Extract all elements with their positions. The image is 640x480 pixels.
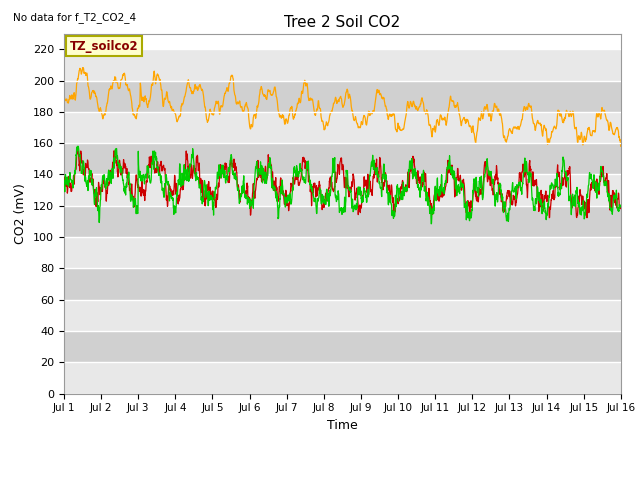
- Text: TZ_soilco2: TZ_soilco2: [70, 40, 138, 53]
- Y-axis label: CO2 (mV): CO2 (mV): [15, 183, 28, 244]
- Bar: [64, 49, 621, 81]
- X-axis label: Time: Time: [327, 419, 358, 432]
- Bar: [64, 112, 621, 143]
- Bar: [64, 362, 621, 394]
- Bar: [64, 206, 621, 237]
- Bar: [64, 268, 621, 300]
- Bar: [64, 81, 621, 112]
- Bar: [64, 331, 621, 362]
- Text: No data for f_T2_CO2_4: No data for f_T2_CO2_4: [13, 12, 136, 23]
- Bar: [64, 174, 621, 206]
- Bar: [64, 143, 621, 174]
- Bar: [64, 300, 621, 331]
- Bar: [64, 237, 621, 268]
- Title: Tree 2 Soil CO2: Tree 2 Soil CO2: [284, 15, 401, 30]
